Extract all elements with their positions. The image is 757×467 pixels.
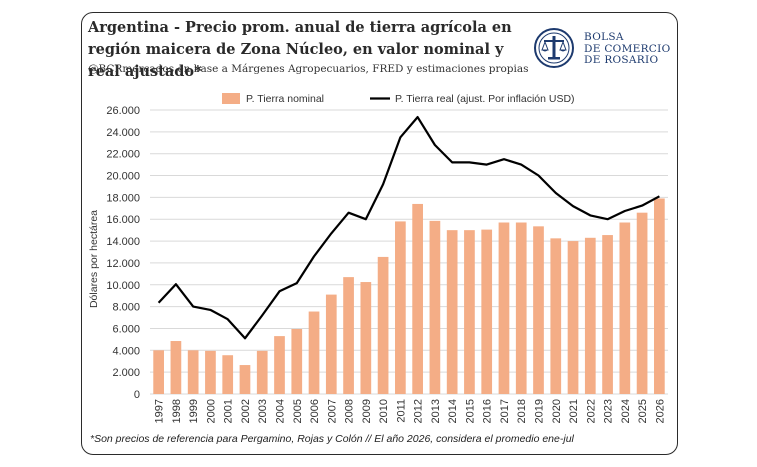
real-line	[157, 115, 660, 340]
nominal-bar	[464, 230, 475, 394]
y-tick-label: 14.000	[106, 236, 140, 248]
nominal-bar	[239, 365, 251, 394]
x-tick-label: 2011	[395, 399, 407, 423]
bcr-emblem-icon	[534, 28, 574, 68]
bcr-logo-text: BOLSA DE COMERCIO DE ROSARIO	[584, 31, 671, 67]
nominal-bar	[187, 350, 199, 394]
x-tick-label: 2022	[585, 399, 597, 423]
x-tick-label: 2015	[464, 399, 476, 423]
nominal-bar	[325, 294, 337, 394]
x-tick-label: 2013	[430, 399, 442, 423]
x-tick-label: 2026	[654, 399, 666, 423]
x-tick-label: 2004	[275, 399, 287, 423]
x-tick-label: 1998	[171, 399, 183, 423]
x-tick-label: 2014	[447, 399, 459, 423]
y-tick-label: 18.000	[106, 192, 140, 204]
legend: P. Tierra nominal P. Tierra real (ajust. …	[222, 93, 575, 105]
y-tick-label: 12.000	[106, 258, 140, 270]
x-tick-label: 2016	[482, 399, 494, 423]
y-tick-label: 6.000	[112, 323, 140, 335]
x-tick-label: 2002	[240, 399, 252, 423]
nominal-bar	[533, 226, 544, 394]
y-tick-label: 22.000	[106, 149, 140, 161]
x-tick-label: 2009	[361, 399, 373, 423]
x-tick-label: 2000	[205, 399, 217, 423]
nominal-bar	[377, 256, 389, 394]
nominal-bar	[602, 235, 613, 394]
nominal-bar	[291, 329, 303, 394]
x-tick-label: 2018	[516, 399, 528, 423]
y-tick-label: 10.000	[106, 280, 140, 292]
x-tick-label: 2006	[309, 399, 321, 423]
nominal-bar	[256, 350, 268, 394]
x-tick-label: 2005	[292, 399, 304, 423]
x-tick-label: 2010	[378, 399, 390, 423]
y-tick-label: 2.000	[112, 367, 140, 379]
x-tick-labels: 1997 1998 1999 2000 2001 2002 2003 2004 2005 2006…	[154, 399, 667, 423]
nominal-bar	[274, 336, 285, 394]
x-tick-label: 2003	[257, 399, 269, 423]
legend-label-nominal: P. Tierra nominal	[246, 93, 324, 105]
nominal-bar	[360, 282, 372, 394]
y-tick-label: 26.000	[106, 105, 140, 117]
x-tick-label: 1997	[154, 399, 166, 423]
y-tick-labels: 0 2.000 4.000 6.000 8.000 10.000 12.000 14.000 1…	[106, 105, 140, 401]
nominal-bar	[308, 311, 320, 394]
nominal-bar	[515, 222, 527, 394]
chart-footnote: *Son precios de referencia para Pergamin…	[90, 433, 574, 445]
nominal-bar	[412, 203, 423, 394]
nominal-bar	[481, 229, 493, 394]
logo-line-3: DE ROSARIO	[584, 54, 659, 66]
x-tick-label: 2024	[620, 399, 632, 423]
x-tick-label: 2007	[326, 399, 338, 423]
nominal-bar	[205, 350, 216, 394]
y-tick-label: 0	[134, 389, 140, 401]
y-tick-label: 8.000	[112, 302, 140, 314]
x-tick-label: 2021	[568, 399, 580, 423]
nominal-bar	[395, 221, 406, 394]
x-tick-label: 2001	[223, 399, 235, 423]
x-tick-label: 2008	[344, 399, 356, 423]
nominal-bars	[153, 198, 665, 394]
nominal-bar	[550, 238, 562, 394]
x-tick-label: 2017	[499, 399, 511, 423]
nominal-bar	[636, 212, 648, 394]
logo-line-1: BOLSA	[584, 31, 624, 43]
x-tick-label: 2019	[534, 399, 546, 423]
legend-label-real: P. Tierra real (ajust. Por inflación USD…	[395, 93, 575, 105]
grid-lines	[150, 109, 668, 395]
x-tick-label: 2025	[637, 399, 649, 423]
y-tick-label: 16.000	[106, 214, 140, 226]
nominal-bar	[343, 277, 354, 394]
x-tick-label: 1999	[188, 399, 200, 423]
logo-line-2: DE COMERCIO	[584, 42, 671, 55]
x-tick-label: 2023	[603, 399, 615, 423]
nominal-bar	[498, 222, 510, 394]
nominal-bar	[170, 341, 182, 394]
nominal-bar	[446, 230, 458, 394]
nominal-bar	[222, 355, 234, 394]
chart-subtitle: @BCRmercados en base a Márgenes Agropecu…	[88, 63, 529, 75]
nominal-bar	[584, 237, 596, 394]
real-series-line	[157, 115, 660, 340]
legend-swatch-nominal	[222, 93, 240, 104]
y-tick-label: 24.000	[106, 127, 140, 139]
chart-title: Argentina - Precio prom. anual de tierra…	[88, 19, 512, 80]
y-tick-label: 4.000	[112, 345, 140, 357]
y-axis-label: Dólares por hectárea	[88, 210, 100, 308]
y-tick-label: 20.000	[106, 171, 140, 183]
x-tick-label: 2020	[551, 399, 563, 423]
nominal-bar	[619, 222, 631, 394]
nominal-bar	[654, 198, 665, 394]
x-tick-label: 2012	[413, 399, 425, 423]
nominal-bar	[153, 350, 164, 394]
nominal-bar	[567, 241, 579, 394]
nominal-bar	[429, 220, 441, 394]
